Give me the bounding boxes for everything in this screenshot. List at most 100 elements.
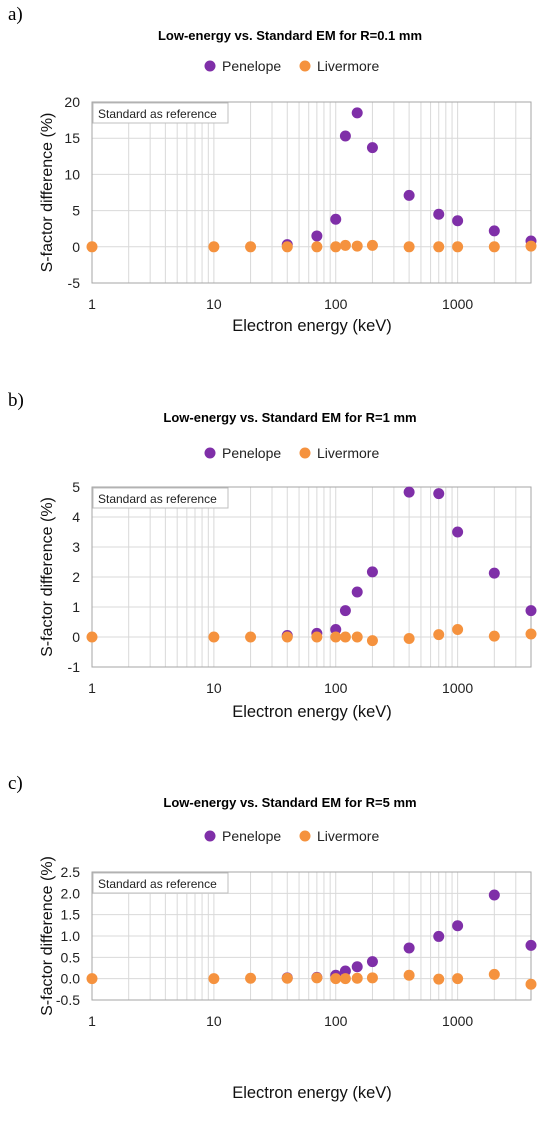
x-axis-label: Electron energy (keV)	[232, 703, 392, 721]
data-point-penelope	[488, 567, 500, 579]
y-tick-label: 5	[72, 479, 80, 495]
data-point-livermore	[366, 635, 378, 647]
data-point-livermore	[488, 241, 500, 253]
x-tick-label: 100	[324, 296, 348, 312]
x-tick-label: 10	[206, 1013, 222, 1029]
data-point-livermore	[525, 240, 537, 252]
data-point-livermore	[366, 972, 378, 984]
data-point-penelope	[351, 107, 363, 119]
data-point-livermore	[245, 241, 257, 253]
y-tick-label: 0	[72, 239, 80, 255]
data-point-penelope	[351, 961, 363, 973]
legend: Penelope Livermore	[204, 828, 379, 844]
annotation-box: Standard as reference	[92, 487, 229, 509]
panel-letter: b)	[8, 390, 24, 411]
panel-c: c) Low-energy vs. Standard EM for R=5 mm…	[0, 767, 550, 1117]
gridlines	[91, 486, 532, 668]
data-point-livermore	[488, 630, 500, 642]
data-point-livermore	[208, 631, 220, 643]
series-livermore	[86, 239, 537, 253]
panel-letter: c)	[8, 773, 23, 794]
data-point-livermore	[86, 631, 98, 643]
legend: Penelope Livermore	[204, 58, 379, 74]
legend-label-livermore: Livermore	[317, 828, 379, 844]
data-point-penelope	[339, 130, 351, 142]
data-point-penelope	[366, 566, 378, 578]
data-point-livermore	[339, 631, 351, 643]
chart-title: Low-energy vs. Standard EM for R=1 mm	[163, 410, 416, 425]
y-tick-label: 2	[72, 569, 80, 585]
legend-label-livermore: Livermore	[317, 58, 379, 74]
y-tick-label: -5	[68, 275, 81, 291]
y-tick-label: 1.0	[61, 928, 81, 944]
chart-svg: Low-energy vs. Standard EM for R=0.1 mm P…	[39, 28, 537, 335]
y-tick-label: 1	[72, 599, 80, 615]
data-point-livermore	[339, 973, 351, 985]
data-point-penelope	[403, 486, 415, 498]
data-point-livermore	[403, 633, 415, 644]
data-point-livermore	[281, 972, 293, 984]
y-tick-label: 2.5	[61, 864, 81, 880]
data-point-penelope	[351, 586, 363, 598]
y-axis-label: S-factor difference (%)	[39, 856, 56, 1016]
x-tick-label: 1	[88, 1013, 96, 1029]
legend-marker-penelope	[204, 830, 216, 842]
x-tick-label: 100	[324, 680, 348, 696]
data-point-livermore	[281, 241, 293, 253]
data-point-livermore	[245, 972, 257, 984]
x-tick-label: 1000	[442, 680, 473, 696]
y-tick-label: -0.5	[56, 992, 80, 1008]
data-point-penelope	[433, 208, 445, 220]
data-point-livermore	[245, 631, 257, 643]
legend-marker-penelope	[204, 60, 216, 72]
y-tick-label: 4	[72, 509, 80, 525]
data-point-livermore	[351, 972, 363, 984]
data-point-livermore	[366, 239, 378, 251]
data-point-livermore	[433, 973, 445, 985]
data-point-livermore	[86, 973, 98, 985]
series-livermore	[86, 968, 537, 990]
y-tick-label: 1.5	[61, 907, 81, 923]
annotation-border	[92, 872, 229, 894]
data-point-penelope	[452, 920, 464, 932]
annotation-text: Standard as reference	[98, 492, 217, 506]
x-tick-label: 1000	[442, 1013, 473, 1029]
data-point-penelope	[366, 956, 378, 968]
chart-svg: Low-energy vs. Standard EM for R=5 mm Pen…	[39, 795, 537, 1102]
data-point-livermore	[311, 631, 323, 643]
data-point-penelope	[330, 213, 342, 225]
legend-marker-livermore	[299, 447, 311, 459]
data-point-livermore	[452, 241, 464, 253]
legend-label-penelope: Penelope	[222, 445, 281, 461]
data-point-penelope	[452, 526, 464, 538]
data-point-penelope	[339, 605, 351, 617]
panel-b: b) Low-energy vs. Standard EM for R=1 mm…	[0, 380, 550, 755]
data-point-penelope	[339, 965, 351, 977]
legend-label-penelope: Penelope	[222, 828, 281, 844]
legend-marker-livermore	[299, 60, 311, 72]
data-point-penelope	[366, 142, 378, 154]
data-point-livermore	[311, 972, 323, 984]
data-point-livermore	[86, 241, 98, 253]
chart-title: Low-energy vs. Standard EM for R=5 mm	[163, 795, 416, 810]
data-point-penelope	[433, 930, 445, 942]
data-point-penelope	[433, 488, 445, 500]
legend: Penelope Livermore	[204, 445, 379, 461]
y-tick-label: 15	[64, 130, 80, 146]
plot-area-border	[91, 101, 532, 284]
x-tick-label: 1	[88, 680, 96, 696]
data-point-livermore	[525, 628, 537, 640]
data-point-penelope	[311, 230, 323, 242]
legend-label-livermore: Livermore	[317, 445, 379, 461]
x-tick-label: 1000	[442, 296, 473, 312]
data-point-livermore	[452, 624, 464, 635]
data-point-penelope	[403, 189, 415, 201]
x-tick-label: 10	[206, 680, 222, 696]
annotation-text: Standard as reference	[98, 107, 217, 121]
y-axis-label: S-factor difference (%)	[39, 497, 56, 657]
y-tick-label: 3	[72, 539, 80, 555]
annotation-text: Standard as reference	[98, 877, 217, 891]
annotation-box: Standard as reference	[92, 102, 229, 124]
y-tick-label: 5	[72, 203, 80, 219]
panel-a: a) Low-energy vs. Standard EM for R=0.1 …	[0, 0, 550, 370]
